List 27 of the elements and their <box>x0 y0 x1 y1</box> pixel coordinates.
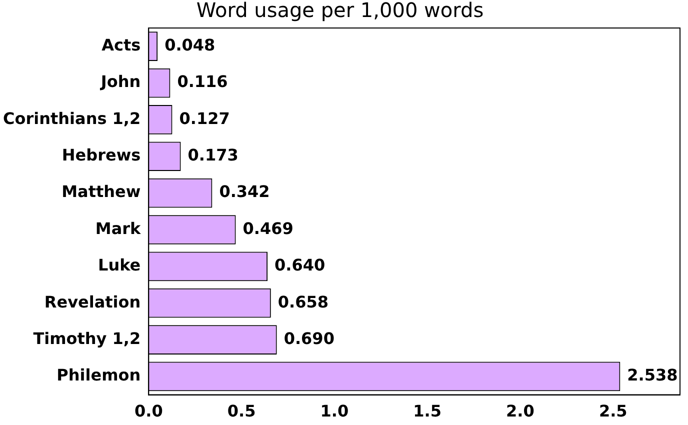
data-label: 2.538 <box>627 366 678 385</box>
data-label: 0.127 <box>179 108 230 128</box>
data-label: 0.469 <box>242 218 294 238</box>
x-tick-label: 1.5 <box>413 402 442 421</box>
data-label: 0.690 <box>284 328 334 348</box>
y-tick-label: Acts <box>102 35 141 54</box>
data-label: 0.173 <box>188 146 238 165</box>
y-tick-label: Philemon <box>56 366 141 385</box>
x-tick-label: 0.0 <box>134 402 163 421</box>
y-tick-label: Luke <box>98 256 141 275</box>
y-tick-label: Mark <box>95 218 142 238</box>
y-tick-label: Matthew <box>62 182 141 202</box>
y-tick-label: Revelation <box>44 292 141 312</box>
x-tick-label: 1.0 <box>320 402 349 421</box>
data-label: 0.342 <box>219 182 270 202</box>
x-tick-label: 0.5 <box>227 402 256 421</box>
data-label: 0.048 <box>164 35 216 54</box>
data-label: 0.640 <box>274 256 326 275</box>
chart-title: Word usage per 1,000 words <box>196 0 484 22</box>
data-label: 0.116 <box>177 72 228 92</box>
y-tick-label: John <box>100 72 141 92</box>
data-label: 0.658 <box>278 292 329 312</box>
y-tick-label: Corinthians 1,2 <box>2 108 141 128</box>
x-tick-label: 2.0 <box>506 402 534 421</box>
x-tick-label: 2.5 <box>598 402 628 421</box>
y-tick-label: Hebrews <box>62 146 141 165</box>
y-tick-label: Timothy 1,2 <box>33 328 141 348</box>
